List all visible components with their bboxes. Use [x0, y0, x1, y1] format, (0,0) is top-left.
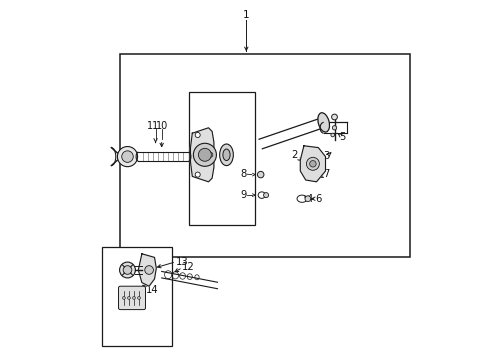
Polygon shape	[190, 128, 213, 182]
Text: 7: 7	[323, 168, 329, 179]
Circle shape	[122, 297, 125, 300]
Circle shape	[127, 297, 130, 300]
Polygon shape	[300, 146, 325, 182]
Text: 12: 12	[181, 262, 194, 272]
Circle shape	[144, 266, 153, 274]
Circle shape	[122, 151, 133, 162]
Text: 5: 5	[339, 132, 345, 142]
Bar	[102, 247, 172, 346]
Circle shape	[132, 297, 135, 300]
Bar	[188, 92, 255, 225]
Circle shape	[120, 262, 135, 278]
Circle shape	[257, 171, 264, 178]
Text: 3: 3	[323, 151, 329, 161]
Circle shape	[117, 147, 137, 167]
Text: 10: 10	[155, 121, 167, 131]
Circle shape	[263, 193, 268, 198]
Text: 14: 14	[145, 285, 158, 295]
Text: 2: 2	[290, 150, 297, 160]
FancyArrowPatch shape	[252, 194, 255, 197]
Circle shape	[193, 143, 216, 166]
Text: 6: 6	[314, 194, 321, 204]
Ellipse shape	[223, 149, 230, 161]
Circle shape	[306, 157, 319, 170]
Circle shape	[330, 133, 334, 137]
Ellipse shape	[317, 113, 329, 132]
FancyArrowPatch shape	[252, 173, 255, 176]
Bar	[120, 54, 409, 257]
Circle shape	[305, 196, 310, 202]
Polygon shape	[138, 254, 156, 286]
Circle shape	[137, 297, 140, 300]
Circle shape	[195, 132, 200, 138]
Text: 4: 4	[305, 194, 312, 204]
Circle shape	[332, 126, 336, 130]
Circle shape	[195, 172, 200, 177]
Ellipse shape	[219, 144, 233, 166]
Circle shape	[207, 152, 212, 157]
Circle shape	[198, 148, 211, 161]
Circle shape	[309, 161, 316, 167]
Circle shape	[123, 266, 132, 274]
Circle shape	[331, 114, 337, 120]
Text: 8: 8	[240, 169, 246, 179]
Text: 1: 1	[243, 10, 249, 21]
FancyBboxPatch shape	[118, 286, 145, 310]
Text: 11: 11	[146, 121, 159, 131]
Text: 9: 9	[240, 190, 246, 200]
Text: 13: 13	[176, 257, 188, 267]
